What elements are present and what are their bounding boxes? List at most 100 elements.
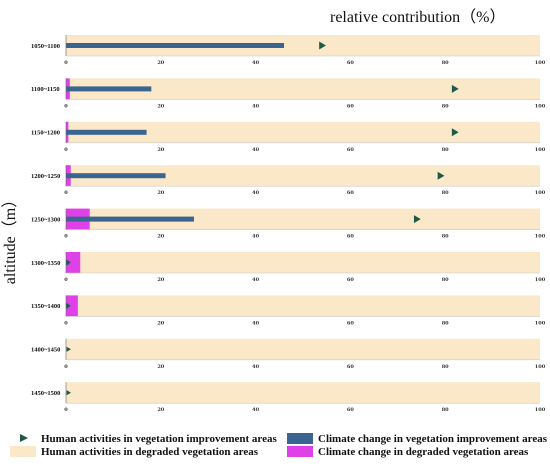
chart-title: relative contribution（%） (330, 8, 506, 26)
bar-climate-improvement-3 (66, 173, 166, 179)
legend-item: Climate change in vegetation improvement… (287, 433, 548, 445)
x-tick-label: 100 (535, 147, 546, 153)
x-tick-label: 80 (442, 103, 449, 109)
category-label: 1400~1450 (31, 347, 60, 354)
category-label: 1150~1200 (31, 130, 60, 137)
marker-human-improvement-7 (66, 346, 71, 352)
panel-1200~1250: 1200~1250 0 20 40 60 80 100 (31, 165, 546, 196)
x-tick-label: 60 (347, 364, 354, 370)
bar-human-degraded-7 (66, 338, 540, 360)
x-tick-label: 20 (157, 234, 164, 240)
marker-human-improvement-1 (451, 84, 459, 93)
x-tick-label: 100 (535, 364, 546, 370)
legend-item: Climate change in degraded vegetation ar… (287, 446, 529, 458)
panel-1050~1100: 1050~1100 0 20 40 60 80 100 (31, 35, 546, 66)
x-tick-label: 100 (535, 320, 546, 326)
x-tick-label: 0 (64, 407, 68, 413)
x-tick-label: 100 (535, 234, 546, 240)
x-tick-label: 20 (157, 277, 164, 283)
category-label: 1350~1400 (31, 303, 60, 310)
x-tick-label: 80 (442, 320, 449, 326)
x-tick-label: 100 (535, 190, 546, 196)
x-tick-label: 100 (535, 277, 546, 283)
panel-1150~1200: 1150~1200 0 20 40 60 80 100 (31, 121, 546, 153)
bar-human-degraded-2 (66, 121, 540, 143)
x-tick-label: 40 (252, 190, 259, 196)
x-tick-label: 0 (64, 60, 68, 66)
x-tick-label: 0 (64, 277, 68, 283)
x-tick-label: 20 (157, 364, 164, 370)
x-tick-label: 40 (252, 407, 259, 413)
marker-human-improvement-0 (319, 41, 326, 50)
y-axis-label: altitude（m） (1, 192, 19, 284)
x-tick-label: 40 (252, 320, 259, 326)
category-label: 1100~1150 (31, 86, 60, 93)
legend-item: Human activities in vegetation improveme… (20, 433, 277, 445)
x-tick-label: 40 (252, 234, 259, 240)
bar-climate-improvement-0 (66, 43, 285, 48)
bar-climate-improvement-1 (66, 86, 152, 92)
category-label: 1300~1350 (31, 260, 60, 267)
legend-swatch (287, 433, 313, 444)
bar-climate-improvement-2 (66, 129, 147, 135)
legend: Human activities in vegetation improveme… (10, 433, 548, 458)
panel-1400~1450: 1400~1450 0 20 40 60 80 100 (31, 338, 546, 370)
x-tick-label: 100 (535, 103, 546, 109)
x-tick-label: 60 (347, 277, 354, 283)
x-tick-label: 100 (535, 60, 546, 66)
marker-human-improvement-2 (451, 128, 459, 137)
bar-human-degraded-0 (66, 35, 540, 56)
x-tick-label: 0 (64, 364, 68, 370)
bar-human-degraded-6 (66, 295, 540, 317)
marker-human-improvement-3 (437, 171, 445, 180)
x-tick-label: 60 (347, 407, 354, 413)
bar-climate-improvement-4 (66, 216, 194, 222)
x-tick-label: 40 (252, 60, 259, 66)
legend-label: Climate change in vegetation improvement… (318, 433, 548, 445)
x-tick-label: 60 (347, 103, 354, 109)
x-tick-label: 40 (252, 103, 259, 109)
bar-climate-degraded-5 (66, 252, 81, 273)
x-tick-label: 60 (347, 320, 354, 326)
x-tick-label: 80 (442, 407, 449, 413)
x-tick-label: 0 (64, 190, 68, 196)
legend-label: Climate change in degraded vegetation ar… (318, 446, 529, 458)
x-tick-label: 80 (442, 277, 449, 283)
x-tick-label: 40 (252, 147, 259, 153)
bar-climate-degraded-6 (66, 295, 78, 317)
x-tick-label: 80 (442, 60, 449, 66)
x-tick-label: 20 (157, 407, 164, 413)
category-label: 1450~1500 (31, 390, 60, 397)
category-label: 1200~1250 (31, 173, 60, 180)
x-tick-label: 20 (157, 60, 164, 66)
x-tick-label: 20 (157, 103, 164, 109)
category-label: 1250~1300 (31, 216, 60, 223)
x-tick-label: 0 (64, 147, 68, 153)
bar-human-degraded-1 (66, 78, 540, 100)
x-tick-label: 0 (64, 320, 68, 326)
marker-human-improvement-6 (66, 303, 71, 309)
x-tick-label: 80 (442, 147, 449, 153)
panel-1100~1150: 1100~1150 0 20 40 60 80 100 (31, 78, 546, 109)
legend-label: Human activities in vegetation improveme… (41, 433, 277, 445)
marker-human-improvement-5 (66, 259, 71, 266)
x-tick-label: 0 (64, 234, 68, 240)
legend-item: Human activities in degraded vegetation … (10, 446, 259, 458)
x-tick-label: 40 (252, 277, 259, 283)
x-tick-label: 0 (64, 103, 68, 109)
x-tick-label: 20 (157, 147, 164, 153)
panel-1450~1500: 1450~1500 0 20 40 60 80 100 (31, 382, 546, 413)
panel-1300~1350: 1300~1350 0 20 40 60 80 100 (31, 252, 546, 283)
x-tick-label: 80 (442, 234, 449, 240)
x-tick-label: 60 (347, 147, 354, 153)
x-tick-label: 20 (157, 320, 164, 326)
x-tick-label: 60 (347, 234, 354, 240)
marker-human-improvement-4 (413, 215, 421, 224)
x-tick-label: 60 (347, 190, 354, 196)
legend-label: Human activities in degraded vegetation … (41, 446, 259, 458)
marker-human-improvement-8 (66, 390, 71, 396)
x-tick-label: 100 (535, 407, 546, 413)
x-tick-label: 80 (442, 364, 449, 370)
